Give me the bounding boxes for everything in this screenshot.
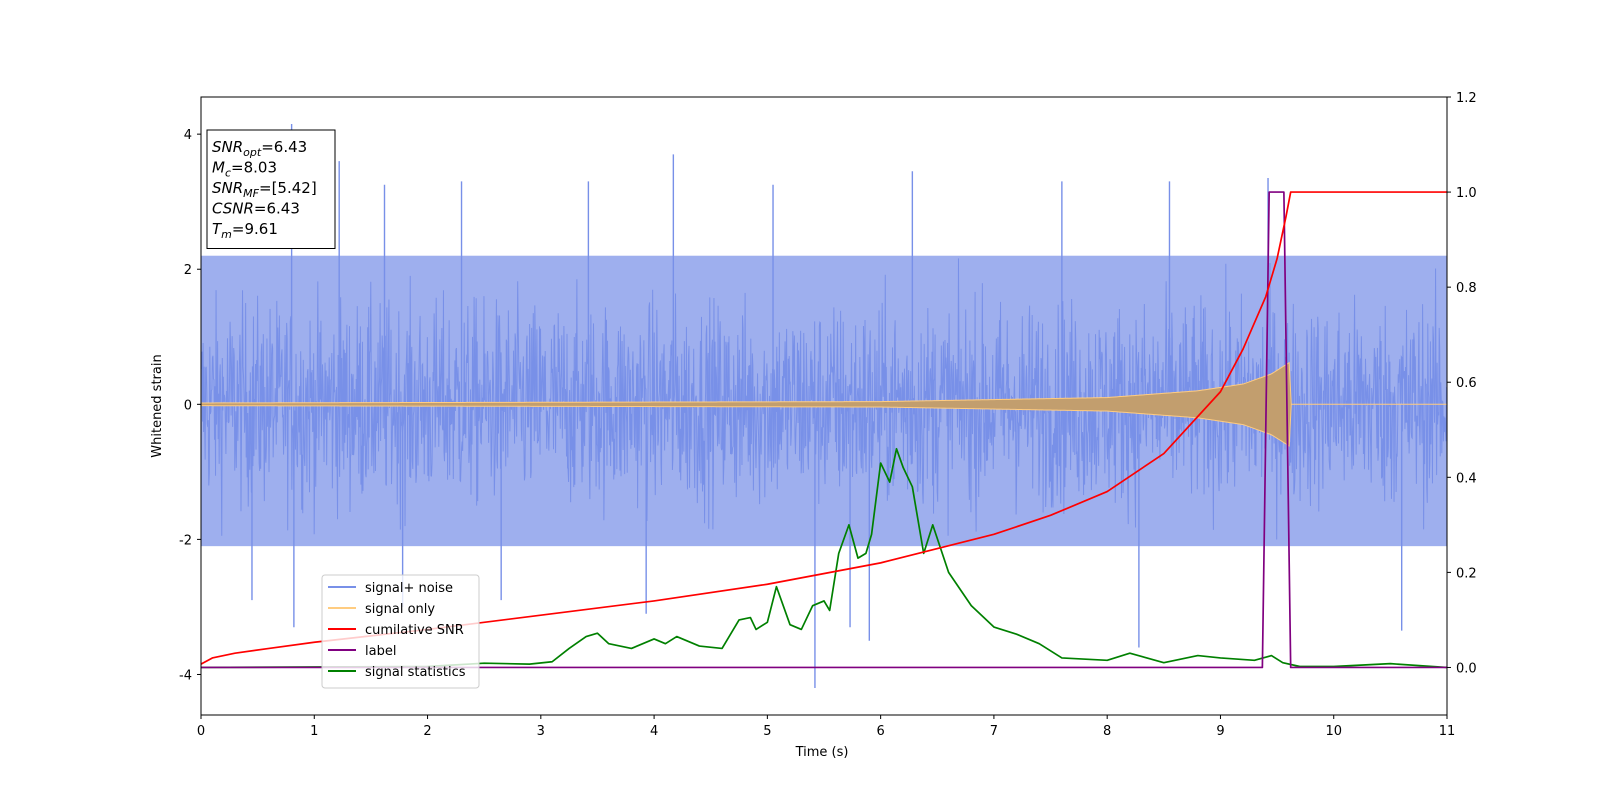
x-tick-label: 4: [650, 724, 658, 739]
x-tick-label: 3: [537, 724, 545, 739]
legend-label: signal statistics: [365, 665, 466, 680]
x-tick-label: 6: [876, 724, 884, 739]
signal-layer: [201, 361, 1447, 447]
y-axis-right: 0.0 0.2 0.4 0.6 0.8 1.0 1.2: [1447, 91, 1477, 676]
y-left-tick-label: 2: [184, 263, 192, 278]
x-tick-label: 11: [1439, 724, 1456, 739]
x-tick-label: 0: [197, 724, 205, 739]
y-axis-left: -4 -2 0 2 4: [179, 128, 201, 683]
y-right-tick-label: 0.2: [1456, 566, 1477, 581]
annotation-line: SNRopt=6.43: [212, 138, 307, 159]
y-left-tick-label: -2: [179, 533, 192, 548]
legend-label: cumilative SNR: [365, 623, 464, 638]
legend-frame: [321, 574, 480, 689]
legend-label: signal only: [365, 602, 435, 617]
series-cumilative-snr: [201, 191, 1447, 665]
x-tick-label: 9: [1216, 724, 1224, 739]
legend: signal+ noise signal only cumilative SNR la…: [321, 574, 480, 689]
y-right-tick-label: 1.2: [1456, 91, 1477, 106]
annotation-frame: [206, 129, 336, 249]
plot-frame: [200, 96, 1448, 716]
y-right-tick-label: 0.4: [1456, 471, 1477, 486]
x-tick-label: 2: [423, 724, 431, 739]
x-axis-label: Time (s): [795, 745, 849, 760]
annotation-line: Tm=9.61: [212, 220, 278, 241]
y-right-tick-label: 1.0: [1456, 186, 1477, 201]
series-label: [201, 191, 1447, 669]
y-left-tick-label: 0: [184, 398, 192, 413]
series-signal-statistics: [201, 447, 1447, 669]
x-tick-label: 1: [310, 724, 318, 739]
y-right-tick-label: 0.8: [1456, 281, 1477, 296]
x-tick-label: 7: [990, 724, 998, 739]
x-tick-label: 10: [1325, 724, 1342, 739]
annotation-line: Mc=8.03: [212, 159, 277, 180]
y-right-tick-label: 0.0: [1456, 661, 1477, 676]
lines-layer: [201, 191, 1447, 669]
y-left-tick-label: -4: [179, 668, 192, 683]
x-tick-label: 5: [763, 724, 771, 739]
annotation-line: CSNR=6.43: [212, 200, 300, 218]
legend-label: label: [365, 644, 396, 659]
x-axis: 0 1 2 3 4 5 6 7 8 9 10 11: [197, 715, 1455, 739]
series-signal-only: [201, 361, 1447, 447]
x-tick-label: 8: [1103, 724, 1111, 739]
y-right-tick-label: 0.6: [1456, 376, 1477, 391]
legend-label: signal+ noise: [365, 581, 453, 596]
y-axis-label: Whitened strain: [150, 354, 165, 457]
annotation-line: SNRMF=[5.42]: [212, 179, 317, 200]
y-left-tick-label: 4: [184, 128, 192, 143]
